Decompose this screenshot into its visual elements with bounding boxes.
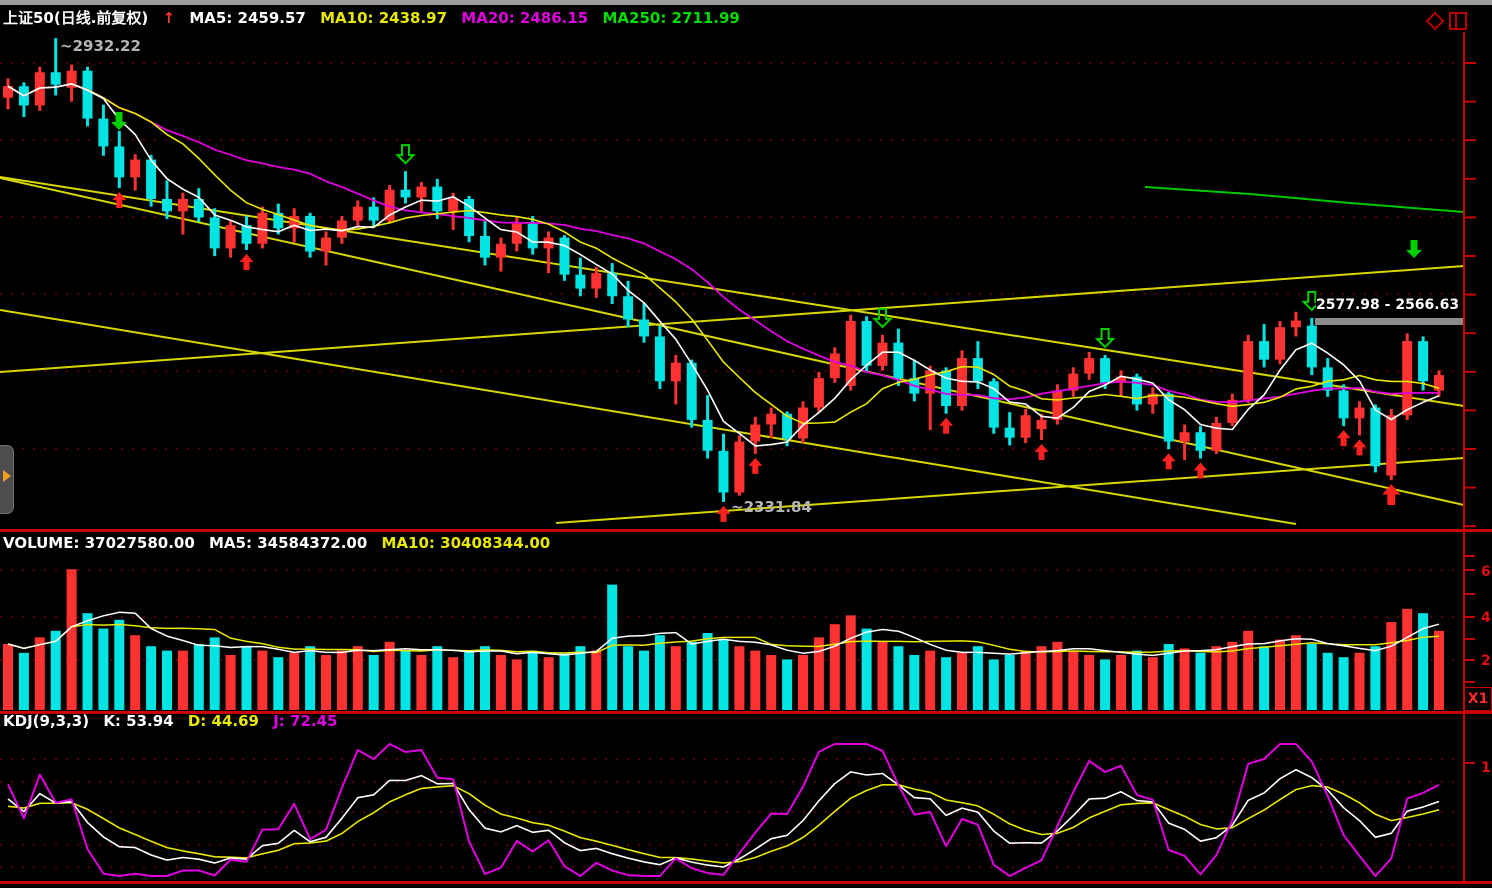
volume-ma5-value: MA5: 34584372.00 (209, 534, 368, 552)
expand-arrow-icon (3, 470, 11, 482)
volume-scale-badge[interactable]: X1 (1464, 687, 1492, 711)
kdj-j-value: J: 72.45 (273, 712, 338, 730)
price-marker-label: 2577.98 - 2566.63 (1316, 295, 1462, 316)
ma10-value: MA10: 2438.97 (320, 9, 448, 27)
up-arrow-icon: ↑ (162, 9, 176, 27)
kdj-d-value: D: 44.69 (187, 712, 259, 730)
peak-price-label: ~2932.22 (60, 37, 141, 55)
ma20-value: MA20: 2486.15 (461, 9, 589, 27)
ma5-value: MA5: 2459.57 (189, 9, 306, 27)
diamond-icon[interactable] (1425, 11, 1445, 31)
symbol-title: 上证50(日线.前复权) (3, 9, 149, 27)
kdj-k-value: K: 53.94 (103, 712, 174, 730)
ma250-value: MA250: 2711.99 (602, 9, 740, 27)
window-top-edge (0, 0, 1492, 5)
main-chart-header: 上证50(日线.前复权) ↑ MA5: 2459.57 MA10: 2438.9… (3, 7, 749, 28)
kdj-pane-header: KDJ(9,3,3) K: 53.94 D: 44.69 J: 72.45 (3, 712, 346, 730)
volume-ma10-value: MA10: 30408344.00 (381, 534, 551, 552)
volume-pane-header: VOLUME: 37027580.00 MA5: 34584372.00 MA1… (3, 534, 559, 552)
svg-text:2: 2 (1481, 653, 1491, 669)
split-window-icon[interactable] (1449, 12, 1467, 30)
svg-text:6: 6 (1481, 564, 1491, 580)
svg-text:4: 4 (1481, 610, 1491, 626)
volume-value: VOLUME: 37027580.00 (3, 534, 195, 552)
low-price-label: ~2331.84 (731, 498, 812, 516)
chart-toolbar (1424, 11, 1468, 35)
svg-text:1: 1 (1481, 760, 1491, 776)
kdj-title: KDJ(9,3,3) (3, 712, 90, 730)
sidebar-expand-tab[interactable] (0, 445, 14, 514)
